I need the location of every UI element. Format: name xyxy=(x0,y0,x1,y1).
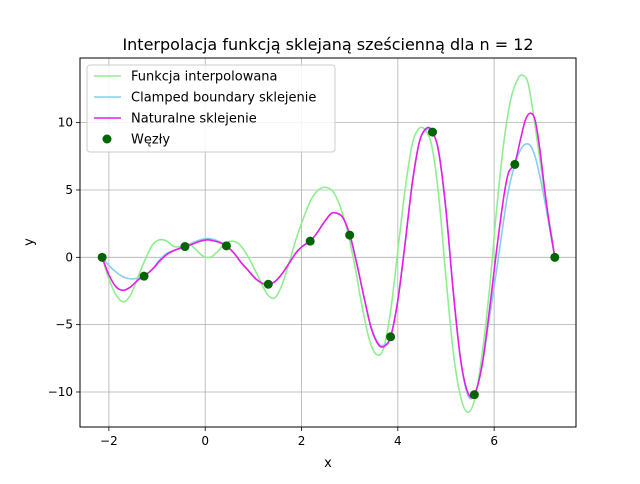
node-point xyxy=(180,242,190,252)
node-point xyxy=(469,390,479,400)
legend-label: Węzły xyxy=(131,133,170,148)
chart-title: Interpolacja funkcją sklejaną sześcienną… xyxy=(122,35,533,54)
node-markers xyxy=(97,127,560,400)
x-tick-label: −2 xyxy=(100,434,118,448)
node-point xyxy=(386,332,396,342)
plot-frame xyxy=(79,57,577,428)
x-axis-label: x xyxy=(324,456,332,471)
node-point xyxy=(427,127,437,137)
node-point xyxy=(305,236,315,246)
legend-label: Naturalne sklejenie xyxy=(131,112,257,127)
node-point xyxy=(221,241,231,251)
legend-swatch xyxy=(102,134,112,144)
legend-box xyxy=(86,64,336,153)
x-tick-label: 0 xyxy=(201,434,209,448)
legend: Funkcja interpolowana Clamped boundary sk… xyxy=(86,64,336,153)
x-tick-label: 2 xyxy=(298,434,306,448)
node-point xyxy=(550,252,560,262)
legend-label: Clamped boundary sklejenie xyxy=(131,91,316,106)
node-point xyxy=(139,271,149,281)
node-point xyxy=(263,279,273,289)
y-tick-label: 10 xyxy=(58,116,73,130)
node-point xyxy=(97,252,107,262)
x-tick-label: 6 xyxy=(490,434,498,448)
legend-label: Funkcja interpolowana xyxy=(131,70,278,85)
x-tick-label: 4 xyxy=(394,434,402,448)
y-tick-label: 0 xyxy=(65,250,73,264)
node-point xyxy=(510,159,520,169)
y-tick-label: −10 xyxy=(48,385,73,399)
y-tick-label: 5 xyxy=(65,183,73,197)
node-point xyxy=(345,230,355,240)
axis-ticks: −2 0 2 4 6 −10 −5 0 5 10 xyxy=(48,116,498,448)
y-axis-label: y xyxy=(22,238,37,246)
y-tick-label: −5 xyxy=(55,318,73,332)
